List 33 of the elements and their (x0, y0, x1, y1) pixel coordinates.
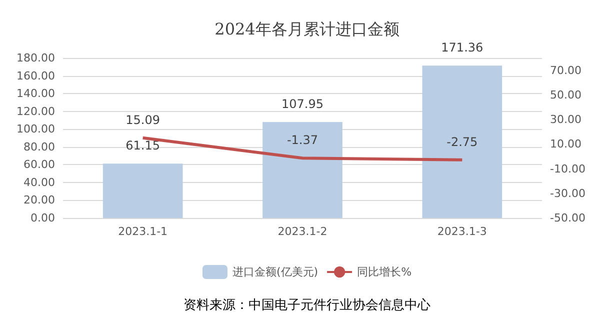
text: 资料来源：中国电子元件行业协会信息中心 (184, 297, 430, 313)
bar (102, 164, 183, 218)
x-tick-label: 2023.1-1 (118, 225, 168, 238)
y2-tick-label: 70.00 (550, 64, 582, 77)
x-tick-label: 2023.1-2 (278, 225, 328, 238)
bar (262, 122, 342, 218)
chart-title: 2024年各月累计进口金额 (214, 20, 400, 38)
y-tick-label: 100.00 (16, 122, 55, 136)
data-label: -1.37 (286, 133, 318, 148)
y2-tick-label: -10.00 (550, 162, 586, 176)
y-tick-label: 60.00 (24, 158, 55, 172)
data-label: 107.95 (282, 97, 324, 112)
legend-label: 同比增长% (357, 266, 412, 278)
y2-tick-label: -30.00 (550, 186, 586, 200)
y-tick-label: 80.00 (24, 140, 55, 154)
y-tick-label: 20.00 (24, 194, 55, 207)
y-tick-label: 120.00 (16, 104, 55, 118)
data-label: 171.36 (441, 40, 484, 55)
y2-tick-label: -50.00 (550, 212, 586, 224)
y-tick-label: 40.00 (24, 176, 55, 189)
x-tick-label: 2023.1-3 (437, 225, 487, 238)
data-label: 61.15 (126, 138, 160, 153)
data-label: -2.75 (446, 134, 478, 149)
y2-tick-label: 50.00 (550, 88, 582, 102)
y-tick-label: 180.00 (16, 52, 55, 64)
bar (422, 66, 502, 218)
data-label: 15.09 (126, 112, 160, 127)
y-tick-label: 140.00 (16, 87, 55, 100)
y-tick-label: 0.00 (30, 212, 55, 224)
y-tick-label: 160.00 (16, 69, 55, 82)
y2-tick-label: 10.00 (550, 138, 582, 151)
legend-label: 进口金额(亿美元) (232, 266, 318, 278)
y2-tick-label: 30.00 (550, 113, 582, 126)
